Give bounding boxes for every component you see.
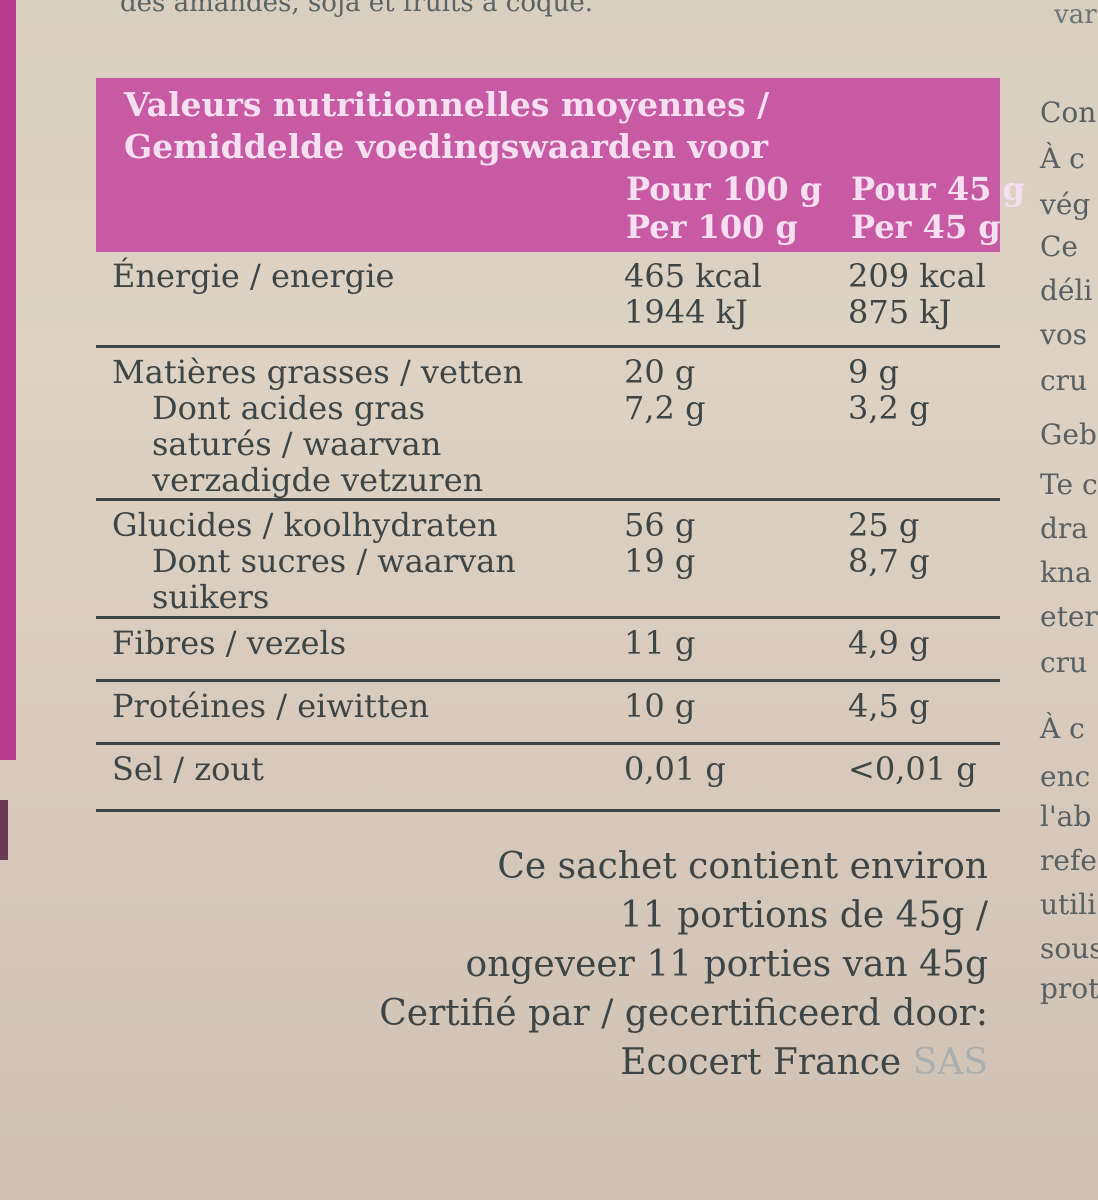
- row-label: Fibres / vezels: [112, 624, 347, 662]
- row-label: Glucides / koolhydraten Dont sucres / wa…: [112, 506, 516, 616]
- row-label: Matières grasses / vetten Dont acides gr…: [112, 353, 524, 499]
- row-salt: Sel / zout 0,01 g <0,01 g: [96, 745, 1000, 812]
- row-energy: Énergie / energie 465 kcal 1944 kJ 209 k…: [96, 252, 1000, 348]
- portions-line: 11 portions de 45g /: [619, 895, 988, 936]
- value-per-100g: 0,01 g: [624, 750, 726, 788]
- value-per-45g: <0,01 g: [848, 750, 977, 788]
- value-per-45g: 9 g 3,2 g: [848, 353, 930, 427]
- value-per-100g: 56 g 19 g: [624, 506, 696, 580]
- nutrition-table: Valeurs nutritionnelles moyennes / Gemid…: [96, 78, 1025, 812]
- nutrition-table-title: Valeurs nutritionnelles moyennes / Gemid…: [124, 85, 770, 166]
- portions-line: ongeveer 11 porties van 45g: [465, 944, 988, 985]
- package-pink-edge: [0, 0, 16, 760]
- value-per-45g: 4,5 g: [848, 687, 930, 725]
- portions-line: Ce sachet contient environ: [497, 846, 988, 887]
- row-label: Énergie / energie: [112, 257, 395, 295]
- value-per-45g: 25 g 8,7 g: [848, 506, 930, 580]
- top-cut-off-text: des amandes, soja et fruits à coque.: [120, 0, 594, 18]
- value-per-100g: 465 kcal 1944 kJ: [624, 257, 762, 331]
- column-header-per-45g: Pour 45 g Per 45 g: [851, 170, 1025, 246]
- row-carbohydrates: Glucides / koolhydraten Dont sucres / wa…: [96, 501, 1000, 619]
- certifier-line: Ecocert France SAS: [620, 1042, 988, 1083]
- value-per-100g: 11 g: [624, 624, 696, 662]
- row-label: Protéines / eiwitten: [112, 687, 430, 725]
- value-per-100g: 10 g: [624, 687, 696, 725]
- row-fibre: Fibres / vezels 11 g 4,9 g: [96, 619, 1000, 682]
- value-per-45g: 209 kcal 875 kJ: [848, 257, 986, 331]
- nutrition-table-header: Valeurs nutritionnelles moyennes / Gemid…: [96, 78, 1025, 252]
- value-per-45g: 4,9 g: [848, 624, 930, 662]
- right-column-cut-off-text: Con À c vég Ce déli vos cru Geb Te c dra…: [1040, 96, 1098, 1005]
- column-header-per-100g: Pour 100 g Per 100 g: [626, 170, 823, 246]
- row-protein: Protéines / eiwitten 10 g 4,5 g: [96, 682, 1000, 745]
- certification-line: Certifié par / gecertificeerd door:: [379, 993, 988, 1034]
- row-label: Sel / zout: [112, 750, 264, 788]
- row-fat: Matières grasses / vetten Dont acides gr…: [96, 348, 1000, 501]
- value-per-100g: 20 g 7,2 g: [624, 353, 706, 427]
- right-top-cut-off-text: var: [1054, 0, 1097, 30]
- package-dark-edge: [0, 800, 8, 860]
- package-footer-text: Ce sachet contient environ 11 portions d…: [379, 842, 988, 1087]
